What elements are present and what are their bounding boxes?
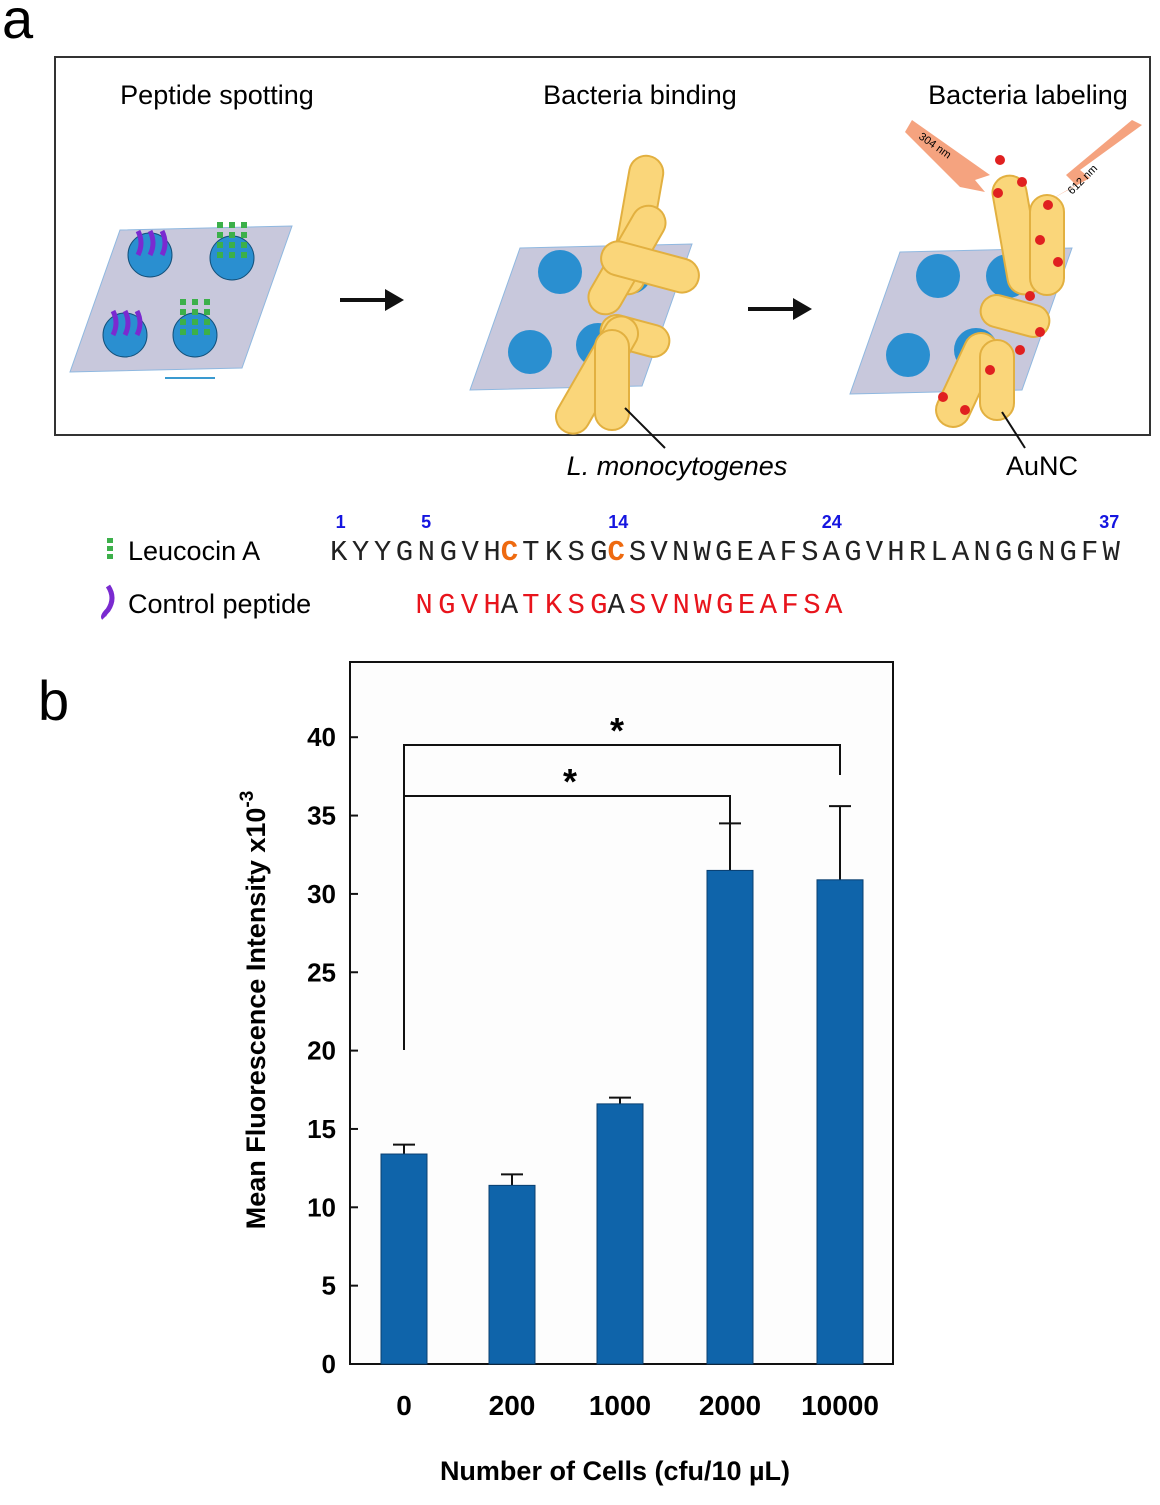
- y-tick-label: 0: [322, 1349, 336, 1379]
- y-axis-title-text: Mean Fluorescence Intensity x10: [241, 808, 271, 1230]
- y-tick-label: 5: [322, 1271, 336, 1301]
- y-tick-label: 30: [307, 879, 336, 909]
- bar: [816, 879, 864, 1365]
- sequence-segment: C: [501, 536, 518, 569]
- x-tick-label: 1000: [589, 1390, 651, 1421]
- y-axis-title: Mean Fluorescence Intensity x10-3: [237, 791, 271, 1230]
- y-tick-label: 15: [307, 1114, 336, 1144]
- sequence-segment: TKSG: [522, 589, 607, 622]
- x-tick-label: 10000: [801, 1390, 879, 1421]
- step-title: Bacteria binding: [543, 80, 737, 110]
- error-bar: [829, 805, 851, 880]
- y-tick-label: 20: [307, 1036, 336, 1066]
- y-axis-title-exponent: -3: [237, 791, 258, 808]
- residue-number: 1: [336, 512, 346, 532]
- sequence-segment: A: [501, 589, 519, 622]
- legend-icon: [101, 584, 115, 620]
- error-bar: [609, 1096, 631, 1104]
- sequence-segment: C: [608, 536, 625, 569]
- x-axis-title: Number of Cells (cfu/10 µL): [440, 1456, 790, 1486]
- step-title: Peptide spotting: [120, 80, 314, 110]
- legend-label: Control peptide: [128, 589, 311, 619]
- bar: [596, 1103, 644, 1365]
- bacteria-label: L. monocytogenes: [567, 451, 788, 481]
- error-bar: [501, 1173, 523, 1186]
- x-tick-label: 0: [396, 1390, 412, 1421]
- y-tick-label: 10: [307, 1192, 336, 1222]
- panel-label: b: [38, 669, 69, 732]
- bar: [488, 1184, 536, 1365]
- significance-mark: *: [563, 761, 577, 802]
- sequence-segment: A: [608, 589, 626, 622]
- residue-number: 5: [421, 512, 431, 532]
- sequence-segment: NGVH: [415, 589, 500, 622]
- sequence-segment: KYYGNGVH: [330, 536, 501, 569]
- y-tick-label: 25: [307, 957, 336, 987]
- residue-number: 14: [608, 512, 628, 532]
- pointer: [624, 407, 666, 449]
- sequence-segment: TKSG: [522, 536, 607, 569]
- pointer: [1001, 411, 1026, 449]
- y-tick-label: 35: [307, 801, 336, 831]
- sequence-segment: SVNWGEAFSAGVHRLANGGNGFW: [629, 536, 1121, 569]
- sequence-segment: SVNWGEAFSA: [629, 589, 843, 622]
- cluster-label: AuNC: [1006, 451, 1078, 481]
- bar: [706, 869, 754, 1365]
- spot-array: [69, 218, 293, 379]
- x-tick-label: 200: [489, 1390, 536, 1421]
- arrow: [340, 289, 404, 311]
- x-tick-label: 2000: [699, 1390, 761, 1421]
- step-title: Bacteria labeling: [928, 80, 1128, 110]
- bar: [380, 1153, 428, 1365]
- panel-label: a: [2, 0, 34, 50]
- residue-number: 37: [1099, 512, 1119, 532]
- residue-number: 24: [822, 512, 842, 532]
- y-tick-label: 40: [307, 722, 336, 752]
- legend-label: Leucocin A: [128, 536, 260, 566]
- spot-array: [469, 154, 700, 435]
- significance-bracket: [403, 795, 731, 1050]
- significance-mark: *: [610, 710, 624, 751]
- error-bar: [719, 822, 741, 871]
- spot-array: [849, 120, 1142, 428]
- error-bar: [393, 1143, 415, 1155]
- arrow: [748, 298, 812, 320]
